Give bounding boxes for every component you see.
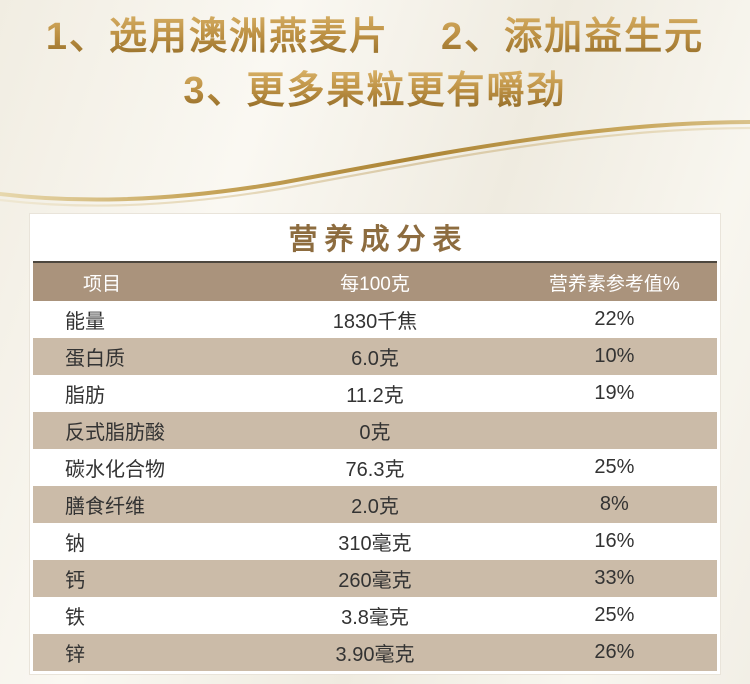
nutrient-nrv-cell: 25% (594, 604, 635, 626)
table-row: 膳食纤维 2.0克 8% (33, 486, 717, 523)
column-header-per100g: 每100克 (340, 273, 410, 295)
nutrient-amount-cell: 1830千焦 (332, 311, 418, 333)
table-row: 反式脂肪酸 0克 (33, 412, 717, 449)
headline-line-2: 3、更多果粒更有嚼劲 (0, 66, 750, 124)
nutrient-amount-cell: 260毫克 (338, 570, 412, 592)
nutrient-nrv-cell: 8% (599, 493, 629, 515)
table-row: 锌 3.90毫克 26% (33, 634, 717, 671)
column-header-item: 项目 (83, 273, 122, 295)
nutrient-amount-cell: 6.0克 (351, 348, 399, 370)
table-row: 脂肪 11.2克 19% (33, 375, 717, 412)
nutrient-nrv-cell: 22% (594, 308, 635, 330)
nutrition-table-body: 能量 1830千焦 22% 蛋白质 6.0克 10% 脂肪 11.2克 19% … (33, 301, 717, 671)
nutrient-amount-cell: 0克 (359, 422, 391, 444)
nutrient-amount-cell: 76.3克 (345, 459, 405, 481)
nutrient-amount-cell: 3.8毫克 (341, 607, 409, 629)
nutrient-nrv-cell: 19% (594, 382, 635, 404)
marketing-headline: 1、选用澳洲燕麦片 2、添加益生元 3、更多果粒更有嚼劲 (0, 12, 750, 124)
nutrition-table-header-row: 项目 每100克 营养素参考值% (33, 263, 717, 301)
nutrient-name-cell: 铁 (65, 607, 85, 629)
nutrition-table-card: 营养成分表 项目 每100克 营养素参考值% 能量 1830千焦 22% 蛋白质… (30, 214, 720, 674)
nutrient-amount-cell: 11.2克 (346, 385, 404, 407)
nutrient-nrv-cell: 10% (594, 345, 635, 367)
nutrient-amount-cell: 2.0克 (351, 496, 399, 518)
table-row: 蛋白质 6.0克 10% (33, 338, 717, 375)
nutrient-name-cell: 膳食纤维 (65, 496, 145, 518)
nutrient-name-cell: 能量 (65, 311, 105, 333)
headline-point-1: 1、选用澳洲燕麦片 (46, 12, 389, 62)
nutrient-amount-cell: 310毫克 (338, 533, 412, 555)
nutrient-nrv-cell: 16% (594, 530, 635, 552)
nutrient-nrv-cell: 25% (594, 456, 635, 478)
nutrient-amount-cell: 3.90毫克 (335, 644, 415, 666)
nutrient-name-cell: 反式脂肪酸 (65, 422, 165, 444)
nutrient-name-cell: 碳水化合物 (65, 459, 165, 481)
table-row: 碳水化合物 76.3克 25% (33, 449, 717, 486)
table-row: 铁 3.8毫克 25% (33, 597, 717, 634)
table-row: 钠 310毫克 16% (33, 523, 717, 560)
headline-point-3: 3、更多果粒更有嚼劲 (183, 70, 567, 112)
headline-point-2: 2、添加益生元 (441, 12, 704, 62)
nutrient-name-cell: 钠 (65, 533, 85, 555)
table-row: 能量 1830千焦 22% (33, 301, 717, 338)
nutrient-name-cell: 脂肪 (65, 385, 105, 407)
nutrient-name-cell: 锌 (65, 644, 85, 666)
nutrient-nrv-cell: 26% (594, 641, 635, 663)
column-header-nrv: 营养素参考值% (548, 273, 680, 295)
nutrient-name-cell: 钙 (65, 570, 85, 592)
table-row: 钙 260毫克 33% (33, 560, 717, 597)
nutrient-name-cell: 蛋白质 (65, 348, 125, 370)
headline-line-1: 1、选用澳洲燕麦片 2、添加益生元 (0, 12, 750, 62)
nutrition-table-title: 营养成分表 (33, 217, 717, 263)
nutrient-nrv-cell: 33% (594, 567, 635, 589)
